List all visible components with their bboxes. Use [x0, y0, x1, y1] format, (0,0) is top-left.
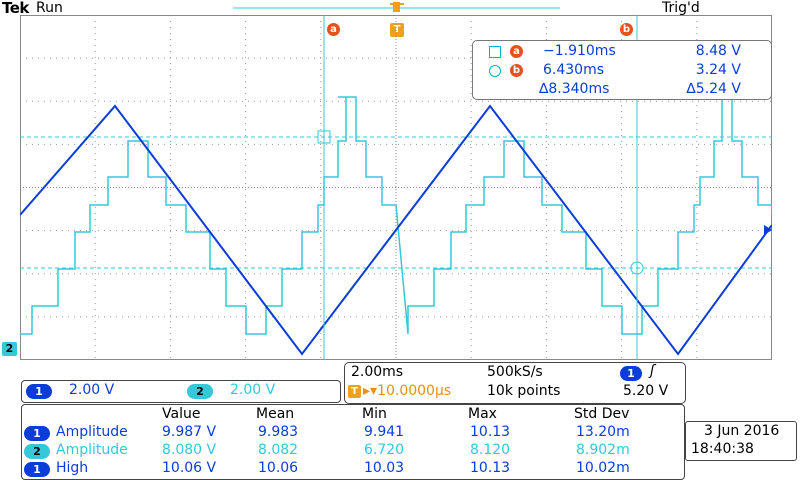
timebase-panel[interactable]: 2.00ms 500kS/s 1 ʃ T ▸▾10.0000µs 10k poi…	[344, 362, 686, 404]
row-max: 10.13	[470, 460, 511, 476]
ch1-waveform	[20, 104, 772, 356]
cursor-a-time: −1.910ms	[543, 43, 616, 59]
cursor-b-voltage: 3.24 V	[695, 62, 741, 78]
cursor-a-voltage: 8.48 V	[695, 43, 741, 59]
trigger-marker[interactable]: T	[390, 23, 404, 37]
brand-logo: Tek	[2, 0, 29, 17]
row-value: 10.06 V	[162, 460, 217, 476]
trigger-level: 5.20 V	[623, 383, 669, 399]
trigger-slope-icon: ʃ	[650, 363, 655, 379]
trigger-position-badge: T	[348, 385, 361, 398]
cursor-delta-time: ∆8.340ms	[539, 81, 610, 97]
row-max: 10.13	[470, 424, 511, 440]
square-cursor-icon	[489, 46, 501, 58]
cursor-a-crosshair	[317, 130, 331, 144]
ch2-waveform	[20, 96, 772, 335]
trigger-position: ▸▾10.0000µs	[363, 383, 452, 399]
row-name: Amplitude	[56, 424, 128, 440]
timebase-scale: 2.00ms	[351, 364, 404, 380]
row-min: 9.941	[364, 424, 405, 440]
row-channel-badge: 1	[24, 426, 50, 441]
ch2-badge[interactable]: 2	[187, 384, 213, 399]
row-mean: 10.06	[258, 460, 299, 476]
graticule-frame	[20, 15, 772, 360]
row-mean: 9.983	[258, 424, 299, 440]
measurement-row[interactable]: 2 Amplitude 8.080 V 8.082 6.720 8.120 8.…	[22, 442, 684, 460]
col-header-value: Value	[162, 406, 201, 422]
row-mean: 8.082	[258, 442, 299, 458]
row-min: 10.03	[364, 460, 405, 476]
trigger-status: Trig'd	[662, 0, 700, 16]
date: 3 Jun 2016	[704, 423, 780, 439]
row-channel-badge: 1	[24, 462, 50, 477]
row-std-dev: 13.20m	[576, 424, 630, 440]
scope-display[interactable]	[20, 15, 772, 360]
row-std-dev: 8.902m	[576, 442, 630, 458]
row-value: 8.080 V	[162, 442, 217, 458]
cursor-b-time: 6.430ms	[543, 62, 605, 78]
datetime-panel: 3 Jun 2016 18:40:38	[685, 421, 797, 461]
row-name: High	[56, 460, 89, 476]
row-std-dev: 10.02m	[576, 460, 630, 476]
cursor-b-marker[interactable]: b	[620, 23, 633, 36]
row-channel-badge: 2	[24, 444, 50, 459]
time: 18:40:38	[691, 441, 754, 457]
cursor-b-badge: b	[510, 64, 523, 77]
ch2-ground-marker[interactable]: 2	[2, 342, 17, 356]
row-max: 8.120	[470, 442, 511, 458]
cursor-readout-panel: a −1.910ms 8.48 V b 6.430ms 3.24 V ∆8.34…	[472, 40, 772, 100]
cursor-b-crosshair	[630, 261, 644, 275]
col-header-std-dev: Std Dev	[574, 406, 630, 422]
row-value: 9.987 V	[162, 424, 217, 440]
cursor-a-marker[interactable]: a	[327, 23, 340, 36]
col-header-min: Min	[362, 406, 387, 422]
trigger-source-badge: 1	[620, 366, 642, 381]
col-header-max: Max	[468, 406, 497, 422]
sample-rate: 500kS/s	[487, 364, 543, 380]
record-length: 10k points	[487, 383, 561, 399]
ch1-badge[interactable]: 1	[26, 384, 52, 399]
ch1-trigger-level-marker	[764, 225, 772, 235]
measurement-row[interactable]: 1 Amplitude 9.987 V 9.983 9.941 10.13 13…	[22, 424, 684, 442]
record-bar	[233, 2, 560, 12]
channel-scale-panel: 1 2.00 V 2 2.00 V	[21, 380, 341, 403]
run-status: Run	[36, 0, 63, 16]
col-header-mean: Mean	[256, 406, 295, 422]
cursor-a-badge: a	[510, 45, 523, 58]
cursor-delta-voltage: ∆5.24 V	[686, 81, 741, 97]
ch2-scale[interactable]: 2.00 V	[230, 382, 276, 398]
row-min: 6.720	[364, 442, 405, 458]
measurement-panel: Value Mean Min Max Std Dev 1 Amplitude 9…	[21, 404, 685, 480]
circle-cursor-icon	[489, 65, 501, 77]
ch1-scale[interactable]: 2.00 V	[69, 382, 115, 398]
row-name: Amplitude	[56, 442, 128, 458]
trigger-position-marker[interactable]	[393, 2, 400, 12]
measurement-row[interactable]: 1 High 10.06 V 10.06 10.03 10.13 10.02m	[22, 460, 684, 478]
